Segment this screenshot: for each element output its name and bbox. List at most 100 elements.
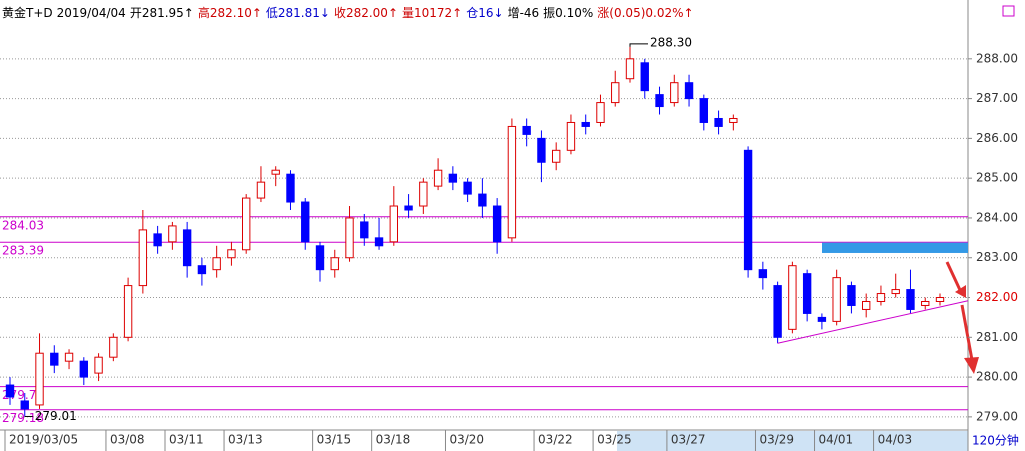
y-tick-label: 284.00 [976, 210, 1018, 224]
zone [822, 242, 968, 253]
x-tick-label: 03/22 [538, 433, 573, 447]
x-tick-label: 04/03 [878, 433, 913, 447]
x-tick-label: 2019/03/05 [9, 433, 78, 447]
x-tick-label: 03/29 [759, 433, 794, 447]
candle-body [315, 245, 325, 271]
candle-body [522, 125, 531, 135]
candle-body [256, 181, 266, 199]
arrow-2 [960, 304, 974, 361]
candle-body [802, 273, 812, 314]
arrow-head-1 [955, 285, 966, 298]
candle-body [242, 197, 251, 251]
candle-body [345, 217, 354, 259]
header-item: 增-46 [508, 6, 540, 20]
y-tick-label: 279.00 [976, 409, 1018, 423]
candle-body [478, 193, 487, 207]
candle-body [832, 277, 841, 322]
candle-body [419, 181, 428, 207]
candle-body [743, 149, 753, 271]
candle-body [935, 297, 945, 302]
candle-body [94, 356, 103, 374]
y-tick-label: 280.00 [976, 370, 1018, 384]
x-tick-label: 03/13 [228, 433, 263, 447]
candle-body [168, 225, 177, 243]
candle-body [374, 237, 384, 247]
header-item: 仓16↓ [466, 6, 503, 20]
x-tick-label: 03/11 [169, 433, 204, 447]
candle-body [566, 121, 576, 151]
header-item: 低281.81↓ [266, 6, 330, 20]
header-item: 高282.10↑ [198, 5, 262, 20]
x-tick-label: 03/18 [376, 433, 411, 447]
header-item: 开281.95↑ [130, 6, 194, 20]
candle-body [581, 121, 590, 127]
min-label: 279.01 [35, 409, 77, 423]
candle-body [271, 169, 280, 175]
candle-body [153, 233, 162, 247]
candle-body [404, 205, 413, 211]
candle-body [448, 173, 458, 183]
header: 黄金T+D 2019/04/04 开281.95↑ 高282.10↑ 低281.81↓ 收… [2, 5, 694, 20]
candle-body [537, 137, 546, 163]
candle-body [35, 352, 44, 406]
candle-body [64, 352, 74, 362]
candle-body [906, 289, 915, 310]
support-label: 279.18 [2, 411, 44, 425]
period-label: 120分钟 [972, 433, 1019, 448]
candle-body [699, 98, 708, 123]
candle-body [433, 169, 443, 187]
candle-body [611, 82, 620, 104]
candle-body [847, 285, 856, 306]
candle-body [286, 173, 295, 203]
candle-body [684, 82, 694, 100]
candle-body [788, 265, 797, 330]
x-tick-label: 03/27 [671, 433, 706, 447]
candle-body [197, 265, 207, 275]
candle-body [182, 229, 192, 267]
candle-body [301, 201, 310, 243]
x-tick-label: 03/20 [449, 433, 484, 447]
candle-body [50, 352, 59, 366]
candle-body [729, 117, 738, 123]
candle-body [862, 300, 871, 310]
header-item: 量10172↑ [402, 6, 462, 20]
candle-body [79, 360, 89, 378]
candle-body [773, 285, 782, 338]
candle-body [330, 257, 339, 271]
last-price-bg [970, 289, 1024, 306]
support-label: 284.03 [2, 218, 44, 232]
y-tick-label: 286.00 [976, 131, 1018, 145]
range-highlight [617, 431, 968, 451]
candle-body [123, 285, 133, 338]
candle-body [463, 181, 472, 195]
candle-body [625, 58, 635, 80]
y-tick-label: 288.00 [976, 51, 1018, 65]
x-tick-label: 03/08 [110, 433, 145, 447]
candle-body [389, 205, 399, 243]
arrow-1 [945, 261, 962, 291]
y-tick-label: 281.00 [976, 330, 1018, 344]
y-tick-label: 285.00 [976, 171, 1018, 185]
max-marker [629, 43, 648, 47]
candle-body [227, 249, 236, 259]
header-item: 2019/04/04 [57, 6, 126, 20]
candle-body [20, 400, 29, 410]
candle-body [817, 316, 827, 322]
header-item: 黄金T+D [2, 5, 53, 20]
candle-body [891, 289, 900, 295]
trendline [777, 300, 969, 344]
candle-body [552, 149, 561, 163]
candle-body [212, 257, 221, 271]
candle-body [596, 102, 605, 123]
period-bg [969, 431, 1025, 451]
candle-body [5, 384, 15, 398]
x-tick-label: 04/01 [819, 433, 854, 447]
candle-body [109, 336, 118, 358]
header-item: 收282.00↑ [334, 6, 398, 20]
arrows [945, 261, 979, 374]
x-tick-label: 03/25 [597, 433, 632, 447]
candle-body [876, 293, 886, 302]
candle-body [640, 62, 649, 92]
